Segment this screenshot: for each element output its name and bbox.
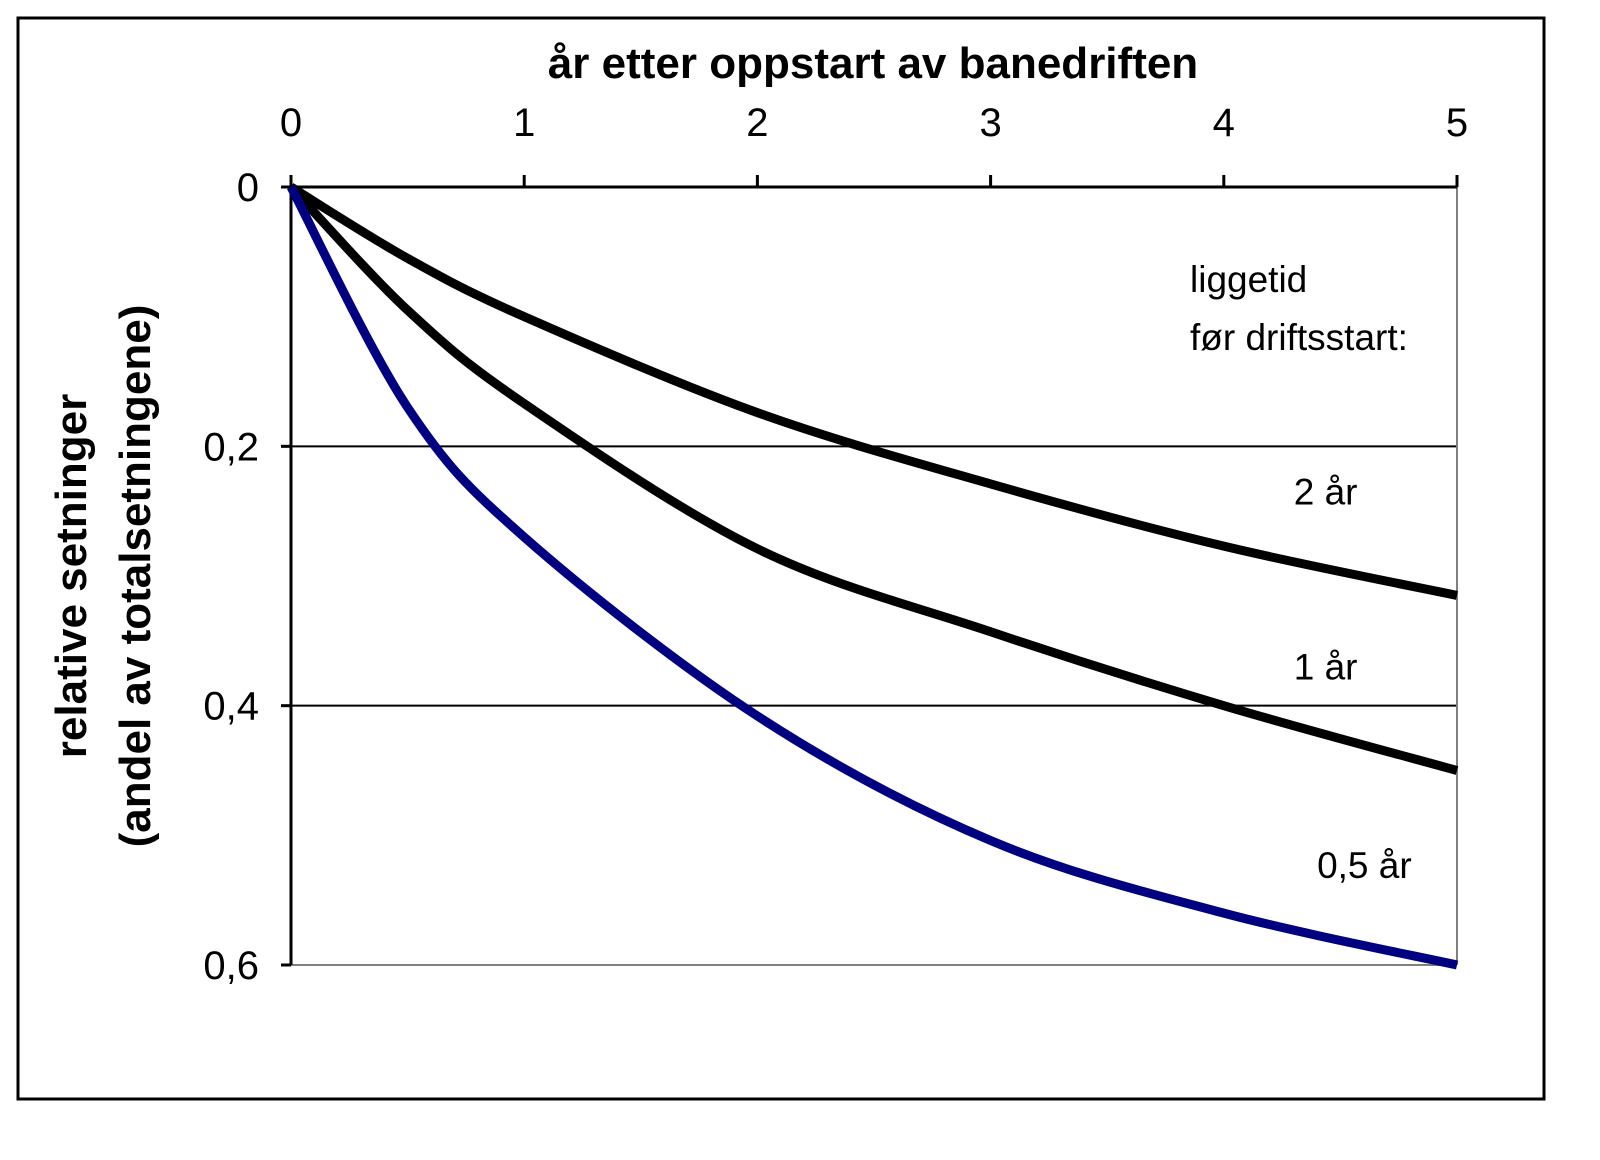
x-axis-title: år etter oppstart av banedriften — [548, 39, 1198, 88]
axes — [281, 175, 1459, 967]
y-tick-label: 0,4 — [203, 685, 259, 729]
series-label: 2 år — [1294, 472, 1358, 513]
series-label: 0,5 år — [1317, 845, 1412, 886]
series-label: 1 år — [1294, 647, 1358, 688]
series-annotations: 2 år 1 år 0,5 år — [1294, 472, 1412, 886]
y-axis-subtitle: (andel av totalsetningene) — [111, 305, 160, 848]
x-tick-label: 1 — [513, 101, 535, 145]
y-axis-title: relative setninger — [47, 394, 96, 758]
x-tick-label: 4 — [1213, 101, 1235, 145]
y-tick-label: 0 — [237, 166, 259, 210]
y-tick-label: 0,6 — [203, 944, 259, 988]
series-lines — [287, 183, 1459, 970]
series-line-05r — [287, 184, 1458, 970]
tick-labels: 0 0,2 0,4 0,6 0 1 2 3 4 5 — [203, 101, 1468, 988]
x-tick-label: 0 — [280, 101, 302, 145]
x-tick-label: 3 — [979, 101, 1001, 145]
series-line-2r — [288, 183, 1458, 600]
series-line-1r — [287, 183, 1459, 775]
legend-title-line1: liggetid — [1190, 259, 1307, 300]
x-tick-label: 2 — [746, 101, 768, 145]
legend-title-line2: før driftsstart: — [1190, 317, 1408, 358]
x-tick-label: 5 — [1446, 101, 1468, 145]
y-tick-label: 0,2 — [203, 425, 259, 469]
